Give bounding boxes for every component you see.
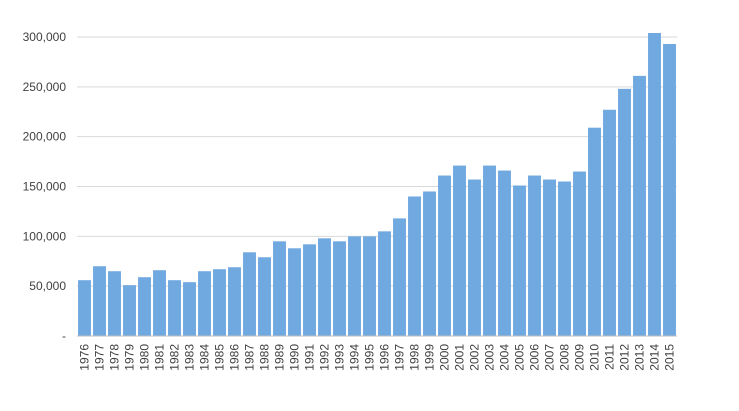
bar-1978 [108,271,121,336]
bar-1989 [273,241,286,336]
x-tick-label: 1995 [363,344,377,371]
bar-1995 [363,236,376,336]
bar-1981 [153,270,166,336]
bar-1996 [378,231,391,336]
y-tick-label: 150,000 [23,180,67,194]
x-tick-label: 1997 [393,344,407,371]
y-tick-label: 50,000 [29,279,66,293]
bar-1983 [183,282,196,336]
bar-2003 [483,165,496,336]
x-tick-label: 1996 [378,344,392,371]
bar-2009 [573,171,586,336]
x-tick-label: 1989 [273,344,287,371]
x-tick-label: 1998 [408,344,422,371]
x-axis-tick-labels: 1976 1977 1978 1979 1980 1981 1982 1983 1984 1985… [78,344,677,371]
x-tick-label: 1991 [303,344,317,371]
bar-2007 [543,179,556,336]
x-tick-label: 2008 [558,344,572,371]
x-tick-label: 2004 [498,344,512,371]
bar-2013 [633,75,646,337]
x-tick-label: 1987 [243,344,257,371]
x-tick-label: 1985 [213,344,227,371]
x-tick-label: 2010 [588,344,602,371]
bar-2000 [438,175,451,336]
x-tick-label: 2005 [513,344,527,371]
x-tick-label: 2013 [633,344,647,371]
bar-1982 [168,280,181,336]
x-tick-label: 1994 [348,344,362,371]
x-tick-label: 1976 [78,344,92,371]
y-tick-label: 100,000 [23,229,67,243]
x-tick-label: 2012 [618,344,632,371]
x-tick-label: 1999 [423,344,437,371]
x-tick-label: 1990 [288,344,302,371]
bar-1976 [78,280,91,336]
bar-1998 [408,196,421,336]
bar-2012 [618,88,631,336]
x-tick-label: 1984 [198,344,212,371]
bar-2010 [588,127,601,336]
x-tick-label: 1993 [333,344,347,371]
y-tick-label: 250,000 [23,80,67,94]
bar-1979 [123,285,136,336]
x-tick-label: 1982 [168,344,182,371]
x-tick-label: 1979 [123,344,137,371]
bar-2004 [498,170,511,336]
x-tick-label: 2002 [468,344,482,371]
y-tick-label: 200,000 [23,130,67,144]
x-tick-label: 1977 [93,344,107,371]
x-tick-label: 1986 [228,344,242,371]
x-tick-label: 2009 [573,344,587,371]
x-tick-label: 2006 [528,344,542,371]
bar-1997 [393,218,406,336]
bar-1986 [228,267,241,336]
bar-2006 [528,175,541,336]
bar-2011 [603,109,616,336]
bar-1984 [198,271,211,336]
gridlines [77,36,677,287]
x-tick-label: 2015 [663,344,677,371]
x-tick-label: 2011 [603,344,617,370]
bar-1994 [348,236,361,336]
bar-1977 [93,266,106,336]
y-axis-tick-labels: - 50,000 100,000 150,000 200,000 250,000 300,0… [23,30,67,343]
bar-1993 [333,241,346,336]
bar-2014 [648,33,661,336]
x-tick-label: 2001 [453,344,467,371]
x-tick-label: 2007 [543,344,557,371]
bar-2002 [468,179,481,336]
x-tick-label: 1983 [183,344,197,371]
bar-1990 [288,248,301,336]
bars [78,33,676,337]
bar-2015 [663,43,676,336]
bar-2008 [558,181,571,336]
x-tick-label: 1981 [153,344,167,371]
bar-2001 [453,165,466,336]
bar-1988 [258,257,271,336]
x-tick-label: 1978 [108,344,122,371]
x-tick-label: 2003 [483,344,497,371]
x-tick-label: 1980 [138,344,152,371]
bar-1999 [423,191,436,336]
x-tick-label: 2000 [438,344,452,371]
bar-1985 [213,269,226,336]
y-tick-label: 300,000 [23,30,67,44]
bar-1992 [318,238,331,336]
y-tick-label: - [62,329,66,343]
bar-1980 [138,277,151,336]
x-tick-label: 2014 [648,344,662,371]
x-tick-label: 1988 [258,344,272,371]
x-tick-label: 1992 [318,344,332,371]
bar-1987 [243,252,256,336]
bar-1991 [303,244,316,336]
bar-2005 [513,185,526,336]
